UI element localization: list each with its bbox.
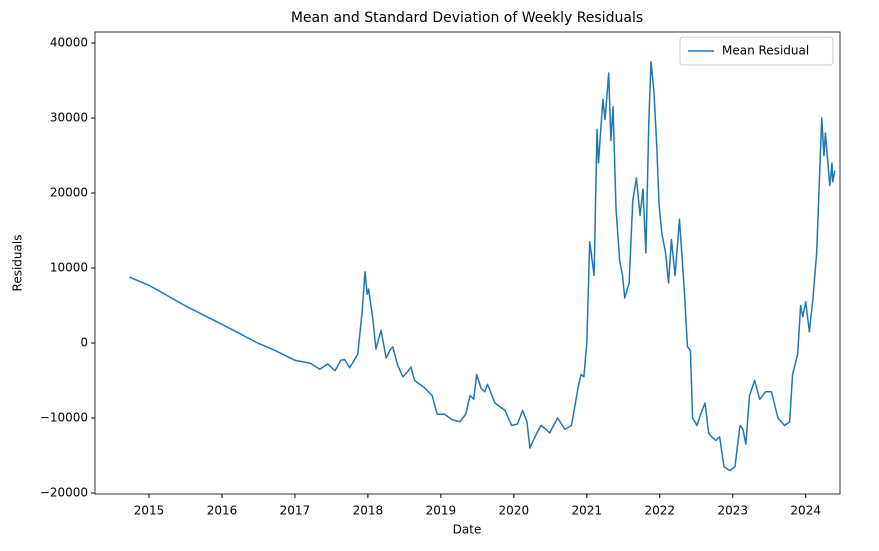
y-axis-label: Residuals: [11, 235, 25, 292]
y-tick-label: 20000: [50, 186, 88, 200]
y-tick-label: 40000: [50, 36, 88, 50]
x-tick-label: 2019: [426, 504, 457, 518]
x-tick-label: 2017: [280, 504, 311, 518]
chart-title: Mean and Standard Deviation of Weekly Re…: [291, 10, 643, 26]
legend-label: Mean Residual: [722, 44, 809, 58]
x-tick-label: 2021: [572, 504, 603, 518]
y-tick-label: 10000: [50, 261, 88, 275]
x-tick-label: 2016: [207, 504, 238, 518]
plot-frame: [94, 31, 841, 495]
y-tick-label: 0: [80, 336, 88, 350]
y-tick-label: −10000: [40, 411, 88, 425]
x-tick-label: 2018: [353, 504, 384, 518]
y-tick-label: −20000: [40, 486, 88, 500]
y-tick-label: 30000: [50, 111, 88, 125]
x-tick-label: 2020: [499, 504, 530, 518]
x-tick-label: 2024: [790, 504, 821, 518]
x-tick-label: 2022: [644, 504, 675, 518]
data-line: [129, 61, 836, 472]
legend-box: [679, 36, 834, 66]
x-axis-label: Date: [453, 523, 482, 537]
x-tick-label: 2023: [717, 504, 748, 518]
x-tick-label: 2015: [134, 504, 165, 518]
